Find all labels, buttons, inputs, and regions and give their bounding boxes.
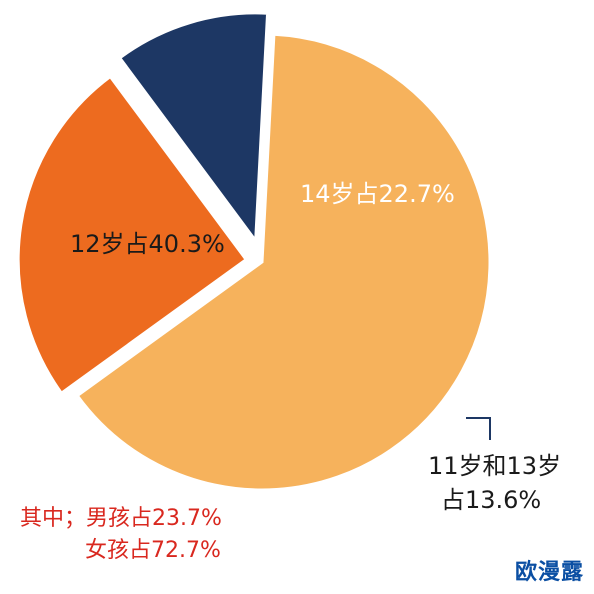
slice-label-12: 12岁占40.3% — [70, 230, 225, 258]
pie-slice-11-13 — [117, 11, 270, 246]
note-line-1: 其中；男孩占23.7% — [20, 506, 222, 531]
note-line-2: 女孩占72.7% — [85, 538, 221, 563]
watermark-logo: 欧漫露 — [514, 560, 584, 585]
callout-leader-line — [466, 417, 491, 440]
pie-slices — [16, 11, 492, 492]
callout-label-line2: 占13.6% — [441, 486, 541, 514]
pie-slice-14 — [16, 74, 249, 396]
slice-label-14: 14岁占22.7% — [300, 180, 455, 208]
callout-label-line1: 11岁和13岁 — [428, 452, 561, 480]
pie-slice-12 — [75, 32, 492, 492]
